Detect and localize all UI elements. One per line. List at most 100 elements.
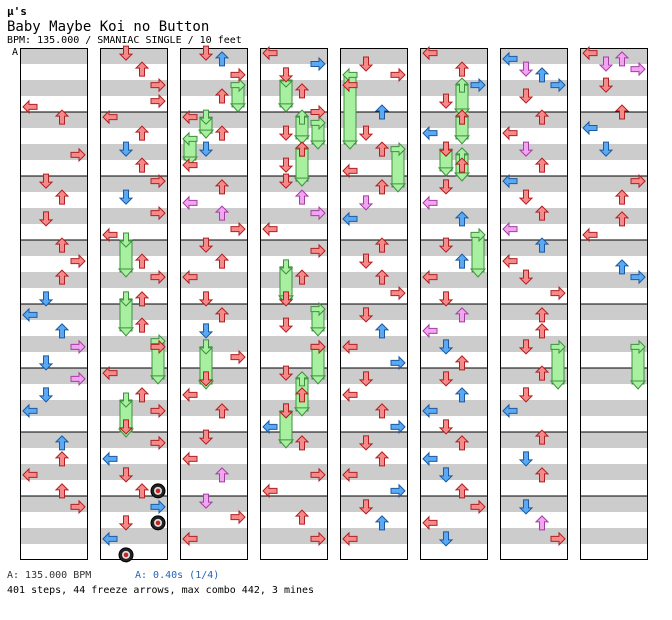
arrow-right-icon xyxy=(550,285,566,301)
arrow-left-icon xyxy=(502,221,518,237)
arrow-down-icon xyxy=(438,93,454,109)
arrow-down-icon xyxy=(118,392,134,408)
arrow-up-icon xyxy=(614,189,630,205)
freeze-tail xyxy=(629,380,647,390)
freeze-tail xyxy=(117,268,135,278)
arrow-up-icon xyxy=(54,189,70,205)
beat-stripe xyxy=(420,368,488,384)
freeze-tail xyxy=(149,375,167,385)
arrow-up-icon xyxy=(294,509,310,525)
arrow-down-icon xyxy=(518,88,534,104)
beat-stripe xyxy=(580,240,648,256)
arrow-down-icon xyxy=(438,339,454,355)
column-border xyxy=(20,48,88,560)
arrow-left-icon xyxy=(102,451,118,467)
arrow-right-icon xyxy=(470,77,486,93)
freeze-tail xyxy=(453,172,471,182)
arrow-right-icon xyxy=(310,243,326,259)
arrow-left-icon xyxy=(342,211,358,227)
arrow-right-icon xyxy=(630,61,646,77)
arrow-down-icon xyxy=(278,291,294,307)
arrow-down-icon xyxy=(518,387,534,403)
arrow-up-icon xyxy=(534,307,550,323)
arrow-right-icon xyxy=(470,499,486,515)
freeze-body xyxy=(551,346,565,385)
beat-stripe xyxy=(420,304,488,320)
arrow-up-icon xyxy=(534,323,550,339)
beat-stripe xyxy=(500,240,568,256)
song-title: Baby Maybe Koi no Button xyxy=(7,19,210,35)
arrow-up-icon xyxy=(454,253,470,269)
arrow-up-icon xyxy=(294,269,310,285)
freeze-tail xyxy=(341,140,359,150)
arrow-right-icon xyxy=(310,56,326,72)
arrow-down-icon xyxy=(118,189,134,205)
arrow-left-icon xyxy=(102,531,118,547)
arrow-down-icon xyxy=(358,371,374,387)
arrow-up-icon xyxy=(614,211,630,227)
beat-stripe xyxy=(340,400,408,416)
arrow-right-icon xyxy=(150,339,166,355)
arrow-down-icon xyxy=(438,291,454,307)
arrow-down-icon xyxy=(438,419,454,435)
arrow-right-icon xyxy=(150,435,166,451)
arrow-left-icon xyxy=(262,483,278,499)
beat-stripe xyxy=(580,368,648,384)
beat-stripe xyxy=(580,112,648,128)
beat-stripe xyxy=(180,368,248,384)
arrow-right-icon xyxy=(390,483,406,499)
arrow-down-icon xyxy=(198,339,214,355)
beat-stripe xyxy=(20,112,88,128)
arrow-left-icon xyxy=(342,77,358,93)
beat-stripe xyxy=(340,304,408,320)
arrow-up-icon xyxy=(374,451,390,467)
beat-stripe xyxy=(260,80,328,96)
arrow-down-icon xyxy=(198,323,214,339)
bpm-label: A: 135.000 BPM xyxy=(7,570,92,581)
arrow-up-icon xyxy=(214,125,230,141)
beat-stripe xyxy=(340,432,408,448)
beat-stripe xyxy=(340,240,408,256)
arrow-right-icon xyxy=(550,339,566,355)
arrow-up-icon xyxy=(54,109,70,125)
arrow-left-icon xyxy=(342,467,358,483)
arrow-left-icon xyxy=(182,131,198,147)
arrow-left-icon xyxy=(22,99,38,115)
arrow-down-icon xyxy=(518,141,534,157)
arrow-up-icon xyxy=(134,61,150,77)
speed-marker: A xyxy=(12,47,19,58)
arrow-up-icon xyxy=(374,179,390,195)
arrow-right-icon xyxy=(70,253,86,269)
beat-stripe xyxy=(580,80,648,96)
arrow-up-icon xyxy=(214,307,230,323)
beat-stripe xyxy=(20,432,88,448)
beat-stripe xyxy=(500,304,568,320)
freeze-body xyxy=(471,234,485,273)
arrow-down-icon xyxy=(198,45,214,61)
freeze-body xyxy=(311,346,325,380)
beat-stripe xyxy=(500,464,568,480)
freeze-body xyxy=(631,346,645,385)
beat-stripe xyxy=(340,496,408,512)
beat-stripe xyxy=(180,432,248,448)
arrow-down-icon xyxy=(358,125,374,141)
arrow-right-icon xyxy=(230,67,246,83)
arrow-right-icon xyxy=(150,77,166,93)
arrow-right-icon xyxy=(390,67,406,83)
freeze-tail xyxy=(197,129,215,139)
arrow-down-icon xyxy=(38,211,54,227)
arrow-up-icon xyxy=(294,109,310,125)
arrow-left-icon xyxy=(582,45,598,61)
beat-stripe xyxy=(20,272,88,288)
arrow-up-icon xyxy=(294,83,310,99)
arrow-up-icon xyxy=(374,141,390,157)
arrow-up-icon xyxy=(374,104,390,120)
beat-stripe xyxy=(580,144,648,160)
mine-icon xyxy=(118,547,134,563)
arrow-down-icon xyxy=(198,371,214,387)
arrow-down-icon xyxy=(198,429,214,445)
arrow-right-icon xyxy=(310,301,326,317)
chart-column xyxy=(100,45,168,563)
freeze-tail xyxy=(277,439,295,449)
beat-stripe xyxy=(20,80,88,96)
